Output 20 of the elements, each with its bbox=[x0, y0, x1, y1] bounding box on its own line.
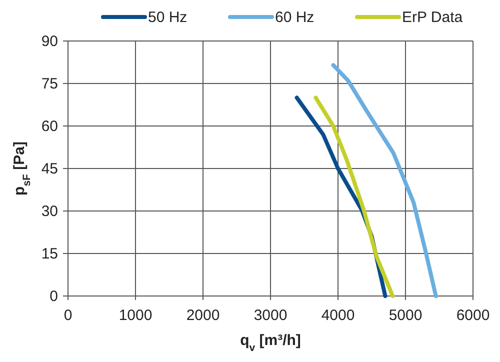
y-tick-label: 0 bbox=[50, 288, 58, 305]
x-axis-title: q$_{v}$ [m³/h] bbox=[240, 332, 301, 354]
y-tick-label: 90 bbox=[41, 33, 58, 50]
x-tick-label: 3000 bbox=[254, 307, 288, 324]
line-series bbox=[314, 96, 395, 298]
legend-label: 60 Hz bbox=[275, 9, 314, 26]
legend-label: 50 Hz bbox=[148, 9, 188, 26]
x-tick-label: 5000 bbox=[388, 307, 422, 324]
line-series bbox=[331, 63, 438, 298]
y-tick-label: 45 bbox=[41, 160, 58, 178]
y-tick-label: 30 bbox=[41, 203, 58, 220]
y-tick-label: 15 bbox=[41, 246, 58, 262]
y-tick-label: 60 bbox=[41, 118, 58, 135]
legend-label: ErP Data bbox=[402, 9, 464, 26]
x-tick-label: 6000 bbox=[456, 307, 490, 324]
x-tick-label: 0 bbox=[64, 307, 72, 324]
x-tick-label: 1000 bbox=[118, 307, 152, 324]
x-tick-label: 4000 bbox=[321, 307, 355, 324]
x-tick-label: 2000 bbox=[186, 307, 220, 324]
y-tick-label: 75 bbox=[41, 76, 58, 92]
